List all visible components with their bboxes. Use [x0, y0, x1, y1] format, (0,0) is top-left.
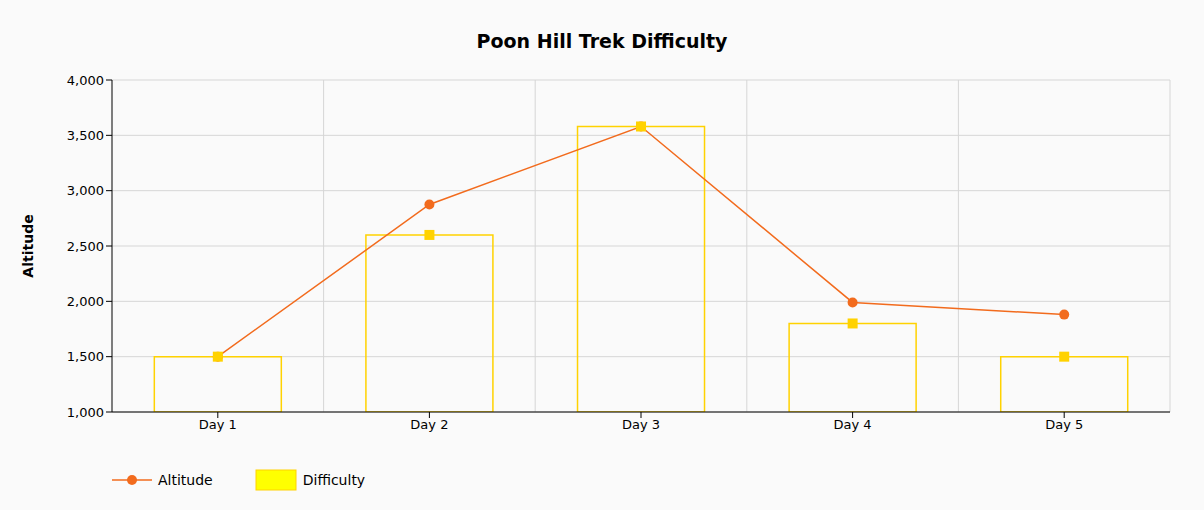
svg-text:4,000: 4,000 — [67, 73, 104, 88]
svg-text:Day 3: Day 3 — [622, 417, 660, 432]
svg-text:Day 2: Day 2 — [410, 417, 448, 432]
svg-text:3,000: 3,000 — [67, 183, 104, 198]
svg-text:Altitude: Altitude — [20, 214, 36, 277]
html-text:Difficulty: Difficulty — [302, 472, 366, 488]
svg-text:Day 5: Day 5 — [1045, 417, 1083, 432]
svg-text:Day 4: Day 4 — [834, 417, 872, 432]
svg-text:1,000: 1,000 — [67, 405, 104, 420]
html-text:Poon Hill Trek Difficulty: Poon Hill Trek Difficulty — [476, 30, 728, 52]
svg-text:Day 1: Day 1 — [199, 417, 237, 432]
html-text:Altitude: Altitude — [158, 472, 213, 488]
svg-text:2,500: 2,500 — [67, 239, 104, 254]
svg-text:3,500: 3,500 — [67, 128, 104, 143]
svg-text:1,500: 1,500 — [67, 349, 104, 364]
svg-text:2,000: 2,000 — [67, 294, 104, 309]
